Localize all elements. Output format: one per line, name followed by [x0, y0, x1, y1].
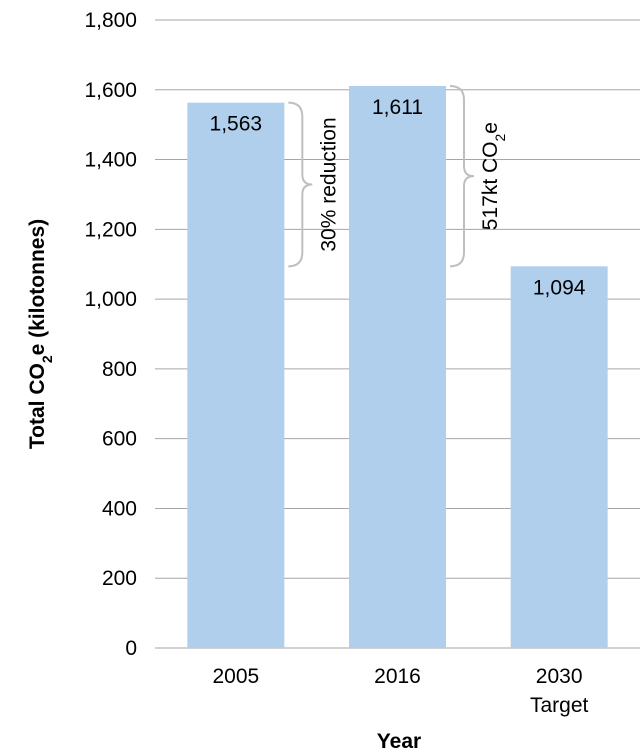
y-axis-title: Total CO2e (kilotonnes)	[26, 219, 55, 449]
data-label: 1,094	[533, 276, 586, 299]
y-tick-label: 1,400	[84, 149, 137, 172]
brace	[449, 84, 475, 268]
y-tick-label: 1,200	[84, 218, 137, 241]
data-label: 1,563	[210, 113, 263, 136]
x-axis-title: Year	[377, 730, 421, 753]
data-labels: 1,563 1,611 1,094	[210, 96, 586, 299]
x-tick-labels: 2005 2016 2030 Target	[212, 665, 588, 717]
y-tick-labels: 0 200 400 600 800 1,000 1,200 1,400 1,600 1,800	[84, 9, 137, 660]
y-tick-label: 1,600	[84, 79, 137, 102]
annotations: 30% reduction 517kt CO2e	[288, 84, 508, 268]
bar	[349, 85, 446, 648]
y-tick-label: 400	[102, 497, 137, 520]
x-tick-label: Target	[530, 694, 589, 717]
y-tick-label: 200	[102, 567, 137, 590]
x-tick-label: 2030	[536, 665, 583, 688]
y-tick-label: 0	[125, 637, 137, 660]
y-tick-label: 600	[102, 428, 137, 451]
data-label: 1,611	[372, 96, 423, 119]
bar	[510, 266, 608, 648]
bar	[187, 102, 285, 649]
y-tick-label: 1,000	[84, 288, 137, 311]
annotation-text: 517kt CO2e	[479, 122, 508, 230]
y-tick-label: 1,800	[84, 9, 137, 32]
x-tick-label: 2005	[212, 665, 259, 688]
x-tick-label: 2016	[374, 665, 421, 688]
bars	[187, 85, 608, 649]
brace	[288, 101, 313, 268]
y-tick-label: 800	[102, 358, 137, 381]
annotation-text: 30% reduction	[317, 117, 340, 251]
